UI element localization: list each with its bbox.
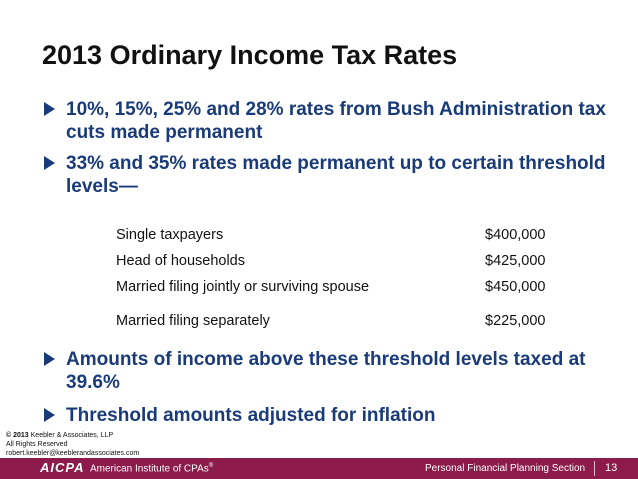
- footer-divider: [594, 461, 595, 476]
- footer-section: Personal Financial Planning Section: [425, 463, 586, 474]
- bullet-item: 33% and 35% rates made permanent up to c…: [44, 152, 614, 198]
- bullet-text: Threshold amounts adjusted for inflation: [66, 405, 436, 426]
- aicpa-logo: AICPA: [40, 460, 85, 475]
- copyright-year: © 2013: [6, 432, 29, 439]
- page-number: 13: [605, 462, 618, 474]
- bullet-text: Amounts of income above these threshold …: [66, 349, 586, 393]
- bullet-triangle-icon: [44, 156, 55, 170]
- bullet-triangle-icon: [44, 352, 55, 366]
- threshold-label: Married filing separately: [116, 313, 270, 329]
- bullet-item: Amounts of income above these threshold …: [44, 348, 614, 394]
- bullet-item: Threshold amounts adjusted for inflation: [44, 404, 614, 427]
- slide-title: 2013 Ordinary Income Tax Rates: [42, 40, 458, 70]
- threshold-amount: $225,000: [485, 313, 546, 329]
- bullet-triangle-icon: [44, 102, 55, 116]
- bullet-item: 10%, 15%, 25% and 28% rates from Bush Ad…: [44, 98, 614, 144]
- footer-organization: American Institute of CPAs®: [90, 463, 213, 474]
- threshold-label: Married filing jointly or surviving spou…: [116, 279, 370, 295]
- copyright-notice: © 2013 Keebler & Associates, LLP All Rig…: [6, 431, 139, 458]
- threshold-label: Head of households: [116, 253, 245, 269]
- bullet-text: 33% and 35% rates made permanent up to c…: [66, 153, 606, 197]
- bullet-text: 10%, 15%, 25% and 28% rates from Bush Ad…: [66, 99, 606, 143]
- footer-bar: AICPA American Institute of CPAs® Person…: [0, 458, 638, 479]
- copyright-holder: Keebler & Associates, LLP: [28, 432, 114, 439]
- registered-mark: ®: [208, 463, 214, 469]
- copyright-rights: All Rights Reserved: [6, 441, 68, 448]
- threshold-amount: $400,000: [485, 227, 546, 243]
- threshold-label: Single taxpayers: [116, 227, 224, 243]
- threshold-amount: $450,000: [485, 279, 546, 295]
- threshold-amount: $425,000: [485, 253, 546, 269]
- bullet-triangle-icon: [44, 408, 55, 422]
- footer-org-name: American Institute of CPAs: [90, 463, 209, 475]
- copyright-email: robert.keebler@keeblerandassociates.com: [6, 450, 140, 457]
